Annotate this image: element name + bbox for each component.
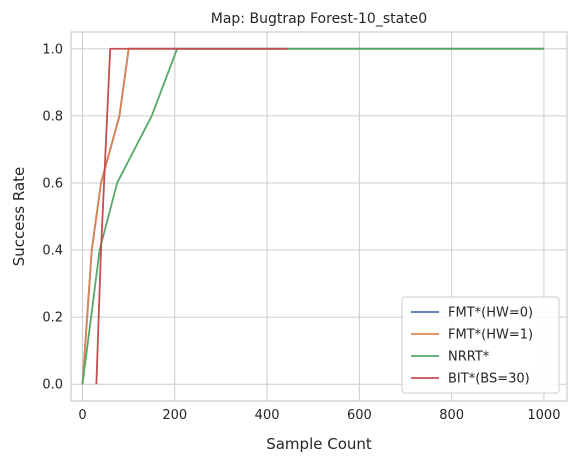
series-layer <box>81 47 544 385</box>
y-axis-label: Success Rate <box>10 167 28 267</box>
x-tick-label: 600 <box>347 408 372 423</box>
x-tick-label: 200 <box>162 408 187 423</box>
legend-label: FMT*(HW=0) <box>448 306 533 321</box>
legend: FMT*(HW=0) FMT*(HW=1) NRRT* BIT*(BS=30) <box>401 296 560 394</box>
ticks: 0 200 400 600 800 1000 0.0 0.2 0.4 0.6 0.8 1.0 <box>42 42 560 423</box>
x-tick-label: 1000 <box>527 408 560 423</box>
y-tick-label: 1.0 <box>42 42 63 57</box>
chart-title: Map: Bugtrap Forest-10_state0 <box>211 11 427 27</box>
y-tick-label: 0.0 <box>42 378 63 393</box>
x-tick-label: 800 <box>439 408 464 423</box>
y-tick-label: 0.8 <box>42 109 63 124</box>
legend-label: NRRT* <box>448 350 490 365</box>
x-tick-label: 0 <box>78 408 86 423</box>
x-axis-label: Sample Count <box>266 435 372 453</box>
y-tick-label: 0.6 <box>42 176 63 191</box>
legend-label: BIT*(BS=30) <box>448 372 530 387</box>
legend-label: FMT*(HW=1) <box>448 328 533 343</box>
legend-box <box>401 296 560 394</box>
series-line-4 <box>95 47 288 385</box>
y-tick-label: 0.4 <box>42 244 63 259</box>
y-tick-label: 0.2 <box>42 311 63 326</box>
x-tick-label: 400 <box>255 408 280 423</box>
plot-frame <box>70 31 568 402</box>
